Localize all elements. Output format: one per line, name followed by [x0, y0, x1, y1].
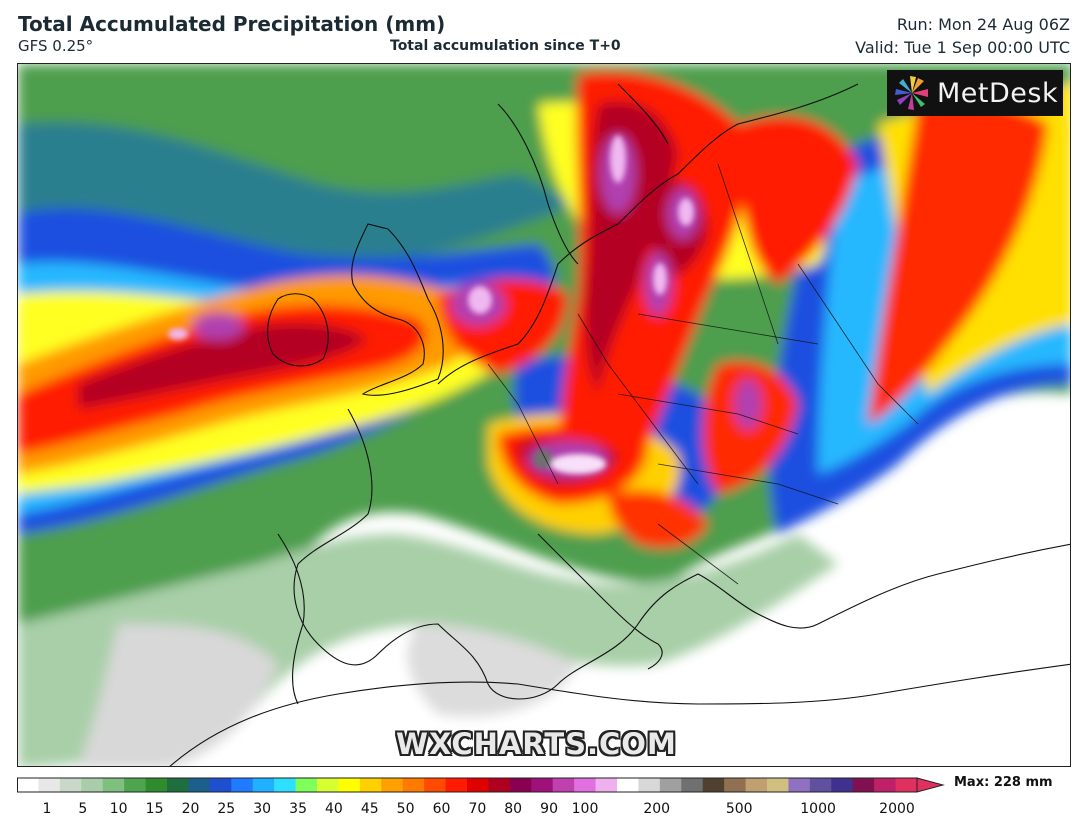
- color-scale-swatch: [403, 778, 425, 792]
- metdesk-logo: MetDesk: [887, 70, 1063, 116]
- color-scale-tick-label: 25: [217, 801, 235, 817]
- precip-purple-core: [192, 312, 244, 340]
- precip-pink-core: [550, 454, 606, 474]
- color-scale-arrow: [917, 778, 943, 792]
- color-scale-tick-label: 30: [253, 801, 271, 817]
- color-scale-swatch: [124, 778, 146, 792]
- logo-text: MetDesk: [937, 78, 1058, 109]
- color-scale-swatch: [617, 778, 639, 792]
- max-value-label: Max: 228 mm: [954, 775, 1053, 790]
- color-scale-tick-label: 80: [504, 801, 522, 817]
- color-scale-swatch: [317, 778, 339, 792]
- color-scale-swatch: [274, 778, 296, 792]
- precip-pink-core: [468, 286, 492, 314]
- color-scale-tick-label: 90: [540, 801, 558, 817]
- color-scale-tick-label: 10: [110, 801, 128, 817]
- color-scale-bar: [17, 776, 947, 796]
- color-scale-tick-label: 500: [726, 801, 753, 817]
- color-scale-swatch: [531, 778, 553, 792]
- color-scale-swatch: [296, 778, 318, 792]
- color-scale-swatch: [188, 778, 210, 792]
- color-scale-tick-label: 50: [397, 801, 415, 817]
- color-scale-tick-label: 5: [78, 801, 87, 817]
- color-scale-swatch: [467, 778, 489, 792]
- color-scale-swatch: [660, 778, 682, 792]
- color-scale-swatch: [553, 778, 575, 792]
- color-scale-swatch: [381, 778, 403, 792]
- color-scale-tick-label: 2000: [879, 801, 915, 817]
- color-scale-swatch: [210, 778, 232, 792]
- color-scale-tick-label: 70: [468, 801, 486, 817]
- color-scale-swatch: [253, 778, 275, 792]
- precipitation-map: MetDesk WXCHARTS.COM: [17, 63, 1071, 767]
- precip-pink-core: [168, 328, 188, 340]
- color-scale-swatch: [446, 778, 468, 792]
- color-scale-swatch: [896, 778, 918, 792]
- color-scale-swatch: [231, 778, 253, 792]
- color-scale-swatch: [831, 778, 853, 792]
- color-scale-tick-label: 1: [43, 801, 52, 817]
- color-scale-tick-label: 45: [361, 801, 379, 817]
- color-scale-swatch: [788, 778, 810, 792]
- precip-pink-core: [610, 135, 626, 183]
- color-scale-swatch: [596, 778, 618, 792]
- color-scale-tick-label: 35: [289, 801, 307, 817]
- color-scale-swatch: [638, 778, 660, 792]
- valid-time: Valid: Tue 1 Sep 00:00 UTC: [855, 38, 1070, 57]
- color-scale-swatch: [103, 778, 125, 792]
- map-subtitle: Total accumulation since T+0: [390, 38, 621, 54]
- color-scale-swatch: [38, 778, 60, 792]
- color-scale-swatch: [574, 778, 596, 792]
- color-scale-tick-label: 20: [182, 801, 200, 817]
- color-scale-tick-label: 60: [433, 801, 451, 817]
- color-scale-swatch: [81, 778, 103, 792]
- color-scale-swatch: [167, 778, 189, 792]
- precip-pink-core: [653, 263, 667, 295]
- color-scale-swatch: [703, 778, 725, 792]
- color-scale-swatch: [810, 778, 832, 792]
- color-scale-tick-label: 40: [325, 801, 343, 817]
- color-scale-swatch: [724, 778, 746, 792]
- watermark: WXCHARTS.COM: [396, 727, 677, 761]
- color-scale-swatch: [746, 778, 768, 792]
- color-scale-swatch: [853, 778, 875, 792]
- precipitation-field: [18, 64, 1071, 767]
- color-scale-swatch: [681, 778, 703, 792]
- run-time: Run: Mon 24 Aug 06Z: [897, 15, 1070, 34]
- sunburst-icon: [893, 74, 931, 112]
- color-scale-tick-label: 1000: [800, 801, 836, 817]
- color-scale-swatch: [338, 778, 360, 792]
- color-scale-swatch: [17, 778, 39, 792]
- color-scale-tick-label: 100: [572, 801, 599, 817]
- precip-purple-core: [734, 378, 762, 430]
- color-scale-tick-label: 200: [643, 801, 670, 817]
- color-scale-swatch: [767, 778, 789, 792]
- color-scale-swatch: [360, 778, 382, 792]
- color-scale-swatch: [488, 778, 510, 792]
- color-scale-swatch: [146, 778, 168, 792]
- precip-pink-core: [678, 198, 694, 226]
- color-scale-tick-label: 15: [146, 801, 164, 817]
- color-scale-swatch: [510, 778, 532, 792]
- map-title: Total Accumulated Precipitation (mm): [18, 12, 445, 36]
- color-scale-swatch: [424, 778, 446, 792]
- color-scale-swatch: [60, 778, 82, 792]
- precip-grey-core: [533, 449, 553, 469]
- model-label: GFS 0.25°: [18, 37, 93, 55]
- color-scale-swatch: [874, 778, 896, 792]
